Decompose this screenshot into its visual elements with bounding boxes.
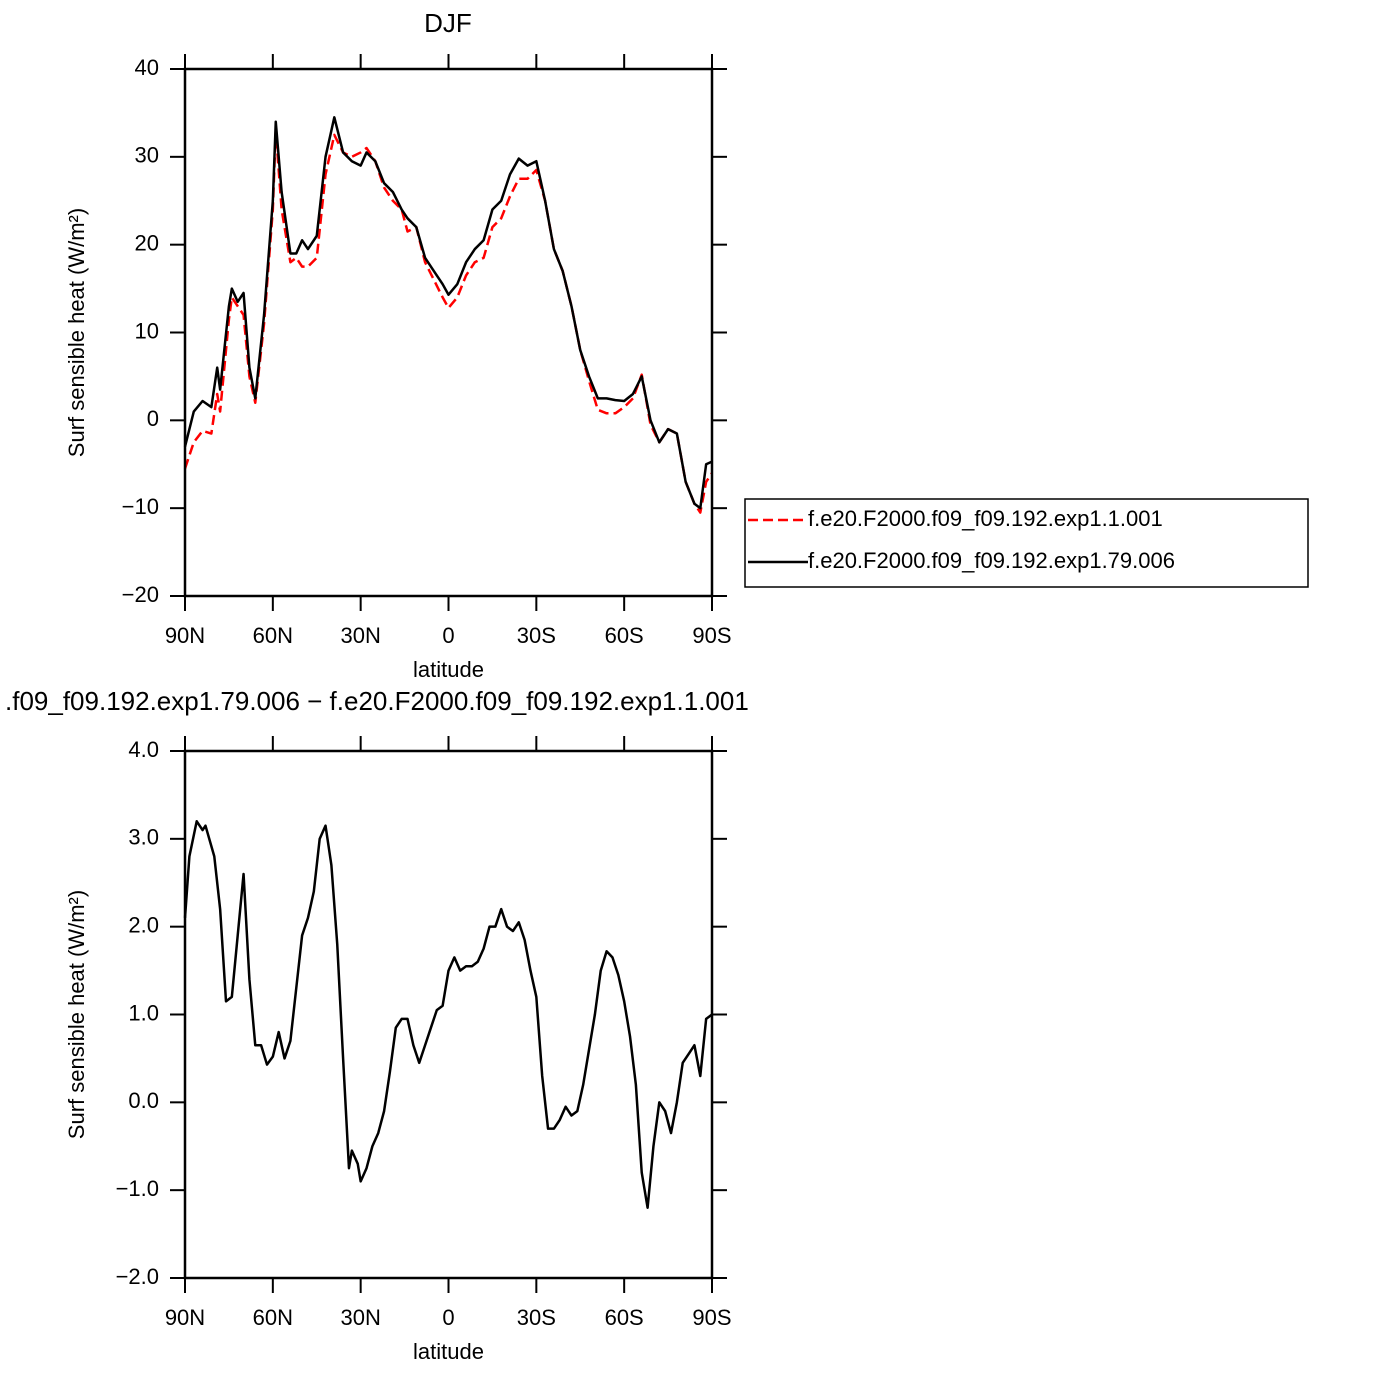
x-tick-label: 60S (605, 623, 644, 648)
x-axis-label: latitude (413, 657, 484, 682)
x-tick-label: 90N (165, 1305, 205, 1330)
x-tick-label: 90S (692, 623, 731, 648)
legend-label: f.e20.F2000.f09_f09.192.exp1.79.006 (808, 548, 1175, 573)
data-line (183, 116, 713, 510)
x-tick-label: 30S (517, 623, 556, 648)
y-tick-label: 1.0 (128, 1000, 159, 1025)
x-tick-label: 30N (340, 1305, 380, 1330)
y-axis-label: Surf sensible heat (W/m²) (64, 208, 89, 457)
y-tick-label: 0 (147, 406, 159, 431)
x-tick-label: 0 (442, 623, 454, 648)
y-tick-label: −20 (122, 582, 159, 607)
x-tick-label: 90S (692, 1305, 731, 1330)
x-tick-label: 30N (340, 623, 380, 648)
x-tick-label: 30S (517, 1305, 556, 1330)
y-tick-label: 4.0 (128, 737, 159, 762)
chart-title: DJF (424, 8, 472, 38)
chart-title: .f09_f09.192.exp1.79.006 − f.e20.F2000.f… (5, 686, 749, 716)
y-tick-label: 10 (135, 318, 159, 343)
y-tick-label: −2.0 (116, 1264, 159, 1289)
x-tick-label: 60S (605, 1305, 644, 1330)
y-tick-label: 2.0 (128, 912, 159, 937)
y-tick-label: −10 (122, 494, 159, 519)
y-tick-label: 0.0 (128, 1088, 159, 1113)
y-axis-label: Surf sensible heat (W/m²) (64, 890, 89, 1139)
x-axis-label: latitude (413, 1339, 484, 1364)
legend-box (744, 498, 1309, 588)
plot-frame (183, 67, 714, 598)
y-tick-label: −1.0 (116, 1176, 159, 1201)
x-tick-label: 0 (442, 1305, 454, 1330)
legend-label: f.e20.F2000.f09_f09.192.exp1.1.001 (808, 506, 1163, 531)
y-tick-label: 30 (135, 143, 159, 168)
x-tick-label: 60N (253, 1305, 293, 1330)
y-tick-label: 3.0 (128, 825, 159, 850)
plot-frame (183, 749, 714, 1280)
y-tick-label: 40 (135, 55, 159, 80)
x-tick-label: 60N (253, 623, 293, 648)
y-tick-label: 20 (135, 230, 159, 255)
x-tick-label: 90N (165, 623, 205, 648)
data-line (183, 820, 713, 1209)
